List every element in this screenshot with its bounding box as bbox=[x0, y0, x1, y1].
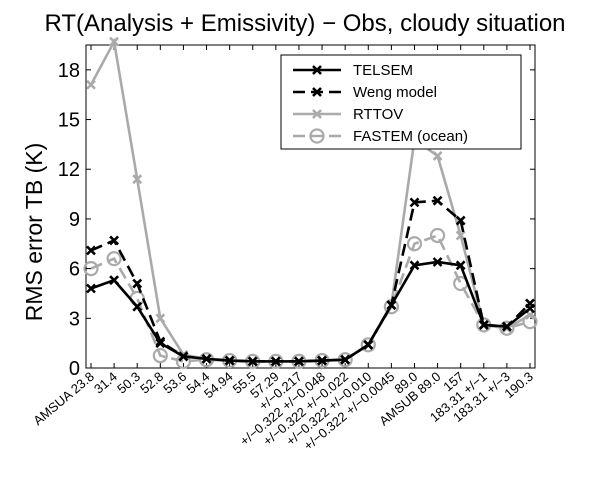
data-point bbox=[86, 245, 96, 256]
y-tick-label: 9 bbox=[69, 209, 80, 231]
data-point bbox=[501, 321, 512, 332]
y-tick-label: 15 bbox=[58, 110, 80, 132]
data-point bbox=[106, 251, 122, 267]
series-layer bbox=[83, 36, 538, 369]
data-point bbox=[478, 320, 489, 330]
legend-item: TELSEM bbox=[293, 62, 413, 79]
data-point bbox=[386, 300, 397, 310]
y-axis-label: RMS error TB (K) bbox=[21, 143, 47, 321]
data-point bbox=[409, 260, 420, 271]
series-telsem bbox=[86, 257, 535, 367]
data-point bbox=[340, 354, 351, 365]
y-tick-label: 3 bbox=[69, 308, 80, 330]
x-tick-label: AMSUA 23.8 bbox=[30, 369, 97, 428]
data-point bbox=[455, 260, 466, 271]
legend-label: RTTOV bbox=[353, 106, 403, 123]
data-point bbox=[132, 174, 143, 185]
legend-item: Weng model bbox=[293, 84, 437, 101]
series-line bbox=[90, 233, 531, 363]
data-point bbox=[455, 215, 466, 226]
data-point bbox=[432, 257, 443, 267]
y-tick-label: 12 bbox=[58, 159, 80, 181]
data-point bbox=[409, 197, 420, 208]
data-point bbox=[109, 235, 120, 246]
data-point bbox=[432, 195, 443, 206]
chart-title: RT(Analysis + Emissivity) − Obs, cloudy … bbox=[44, 10, 565, 37]
data-point bbox=[247, 356, 258, 367]
legend-item: FASTEM (ocean) bbox=[293, 128, 468, 145]
legend-label: FASTEM (ocean) bbox=[353, 128, 468, 145]
data-point bbox=[83, 261, 99, 277]
data-point bbox=[360, 337, 376, 353]
data-point bbox=[178, 351, 189, 362]
data-point bbox=[201, 353, 212, 364]
data-point bbox=[155, 338, 166, 349]
data-point bbox=[432, 151, 443, 161]
data-point bbox=[224, 355, 235, 366]
data-point bbox=[312, 87, 322, 97]
legend: TELSEM Weng model RTTOV FASTEM (ocean) bbox=[280, 54, 522, 150]
data-point bbox=[309, 128, 325, 144]
data-point bbox=[270, 356, 281, 367]
y-tick-label: 18 bbox=[58, 60, 80, 82]
data-point bbox=[132, 278, 143, 289]
data-point bbox=[312, 65, 322, 75]
data-point bbox=[132, 301, 143, 312]
data-point bbox=[294, 356, 304, 367]
data-point bbox=[317, 355, 327, 366]
plot-frame bbox=[85, 44, 536, 369]
series-fastem-ocean bbox=[83, 227, 538, 369]
y-tick-label: 6 bbox=[69, 259, 80, 281]
data-point bbox=[109, 36, 120, 47]
data-point bbox=[155, 313, 166, 324]
legend-label: TELSEM bbox=[353, 62, 413, 79]
data-point bbox=[406, 236, 423, 252]
legend-label: Weng model bbox=[353, 84, 437, 101]
data-point bbox=[86, 283, 96, 294]
data-point bbox=[363, 339, 374, 350]
data-point bbox=[522, 314, 538, 330]
data-point bbox=[499, 320, 515, 336]
data-point bbox=[312, 109, 322, 119]
data-point bbox=[152, 347, 168, 364]
y-tick-label: 0 bbox=[69, 358, 80, 380]
legend-item: RTTOV bbox=[293, 106, 403, 123]
data-point bbox=[109, 275, 120, 286]
data-point bbox=[86, 79, 96, 90]
data-point bbox=[525, 303, 535, 314]
data-point bbox=[429, 227, 446, 244]
